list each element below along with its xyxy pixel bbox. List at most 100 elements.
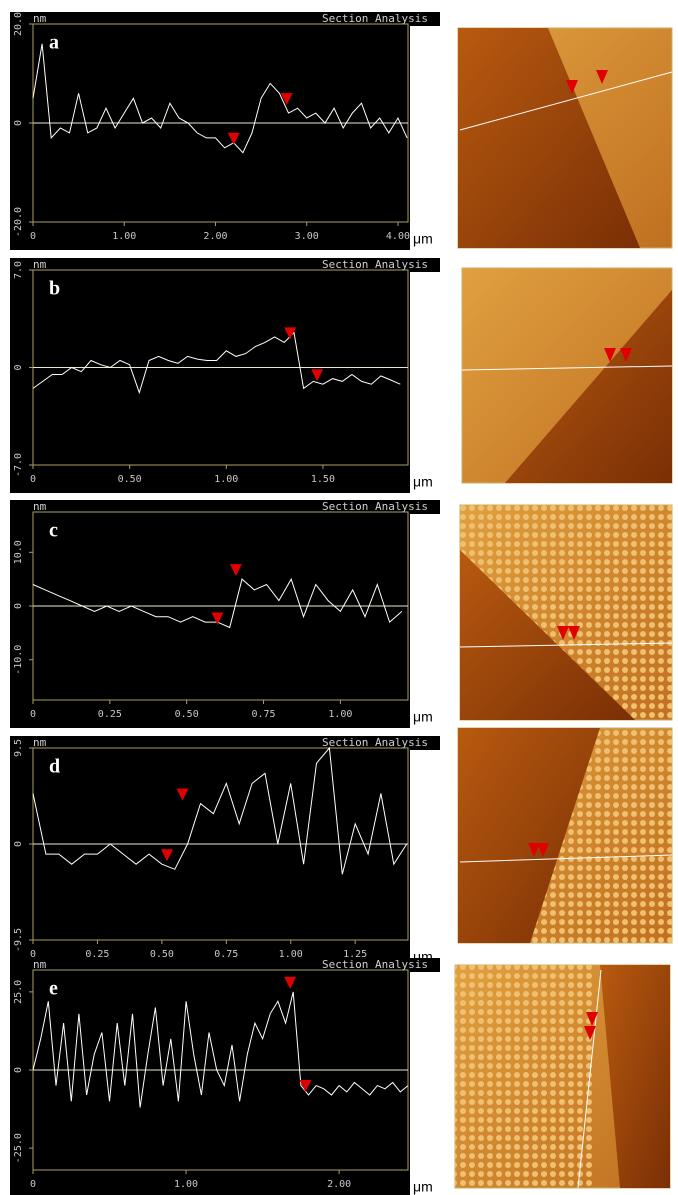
cursor-marker [227,132,240,145]
header-strip [10,258,440,272]
x-tick-label: 1.50 [311,474,335,485]
y-unit: nm [33,258,47,271]
y-unit: nm [33,736,47,749]
x-tick-label: 2.00 [327,1179,351,1190]
cursor [604,348,616,362]
y-tick-label: -9.5 [13,928,24,952]
x-tick-label: 0.25 [98,709,122,720]
profile-line [32,746,408,875]
y-unit: nm [33,958,47,971]
cursor [566,80,578,94]
section-line [459,854,673,863]
cursor-marker [311,369,324,382]
panel-label: a [49,32,59,54]
y-tick-label: 20.0 [13,12,24,36]
cursor-marker [280,93,293,106]
x-tick-label: 4.00 [386,231,410,242]
cursor [596,70,608,84]
cursor [537,843,549,857]
cursor-marker [161,849,174,862]
x-tick-label: 1.00 [328,709,352,720]
panel-label: d [49,756,60,778]
cursor [620,348,632,362]
panel-label: c [49,520,58,542]
x-axis-label: μm [413,709,433,725]
x-tick-label: 0.50 [118,474,142,485]
y-unit: nm [33,12,47,25]
x-tick-label: 3.00 [295,231,319,242]
y-tick-label: -7.0 [13,453,24,477]
profile-line [32,43,408,154]
y-tick-label: -10.0 [13,645,24,675]
x-tick-label: 0 [30,474,36,485]
x-tick-label: 1.25 [343,949,367,960]
afm-grains [455,965,595,1188]
header-strip [10,12,440,26]
afm-region [460,550,635,720]
section-title: Section Analysis [322,736,428,749]
panel: nm Section Analysis b μm -7.0 0 7.0 0 0.50 1.00 1.… [10,258,440,493]
header-strip [10,958,440,972]
cursor-marker [299,1080,312,1092]
panel-background [10,258,410,493]
header-strip [10,500,440,514]
afm-region [600,965,670,1188]
section-title: Section Analysis [322,258,428,271]
x-tick-label: 1.00 [214,474,238,485]
x-tick-label: 0 [30,1179,36,1190]
y-tick-label: 0 [13,841,24,847]
section-line [459,71,673,131]
x-axis-label: μm [413,474,433,490]
x-tick-label: 0.75 [251,709,275,720]
y-tick-label: 10.0 [13,540,24,564]
y-tick-label: 9.5 [13,739,24,757]
afm-region [458,28,640,248]
y-tick-label: 0 [13,603,24,609]
cursor [584,1026,596,1040]
cursor [557,626,569,640]
x-tick-label: 0 [30,231,36,242]
panel-background [10,736,410,968]
x-tick-label: 0 [30,949,36,960]
y-tick-label: 0 [13,364,24,370]
x-tick-label: 0.75 [214,949,238,960]
panel-background [10,958,410,1195]
panel-background [10,12,410,250]
y-unit: nm [33,500,47,513]
cursor [586,1012,598,1026]
x-tick-label: 2.00 [203,231,227,242]
section-title: Section Analysis [322,500,428,513]
panel: nm Section Analysis c μm -10.0 0 10.0 0 0.25 0.50… [10,500,440,728]
x-tick-label: 0 [30,709,36,720]
section-line [577,969,602,1189]
y-tick-label: 7.0 [13,261,24,279]
section-title: Section Analysis [322,12,428,25]
panel: nm Section Analysis a μm -20.0 0 20.0 0 1.00 2.00… [10,12,440,250]
cursor [528,843,540,857]
x-tick-label: 0.50 [150,949,174,960]
x-tick-label: 1.00 [174,1179,198,1190]
x-tick-label: 0.25 [85,949,109,960]
y-tick-label: -20.0 [13,207,24,237]
y-tick-label: 25.0 [13,980,24,1004]
section-line [461,365,673,371]
header-strip [10,736,440,750]
section-line [459,642,673,648]
profile-line [32,991,409,1108]
x-tick-label: 1.00 [112,231,136,242]
x-tick-label: 1.00 [279,949,303,960]
cursor-marker [176,788,189,801]
cursor-marker [284,976,297,989]
x-tick-label: 0.50 [175,709,199,720]
afm-region [505,290,672,483]
section-title: Section Analysis [322,958,428,971]
x-axis-label: μm [413,1179,433,1195]
cursor-marker [284,327,297,340]
cursor-marker [211,612,224,625]
afm-images [454,27,673,1189]
panel-label: b [49,278,60,300]
panel: nm Section Analysis e μm -25.0 0 25.0 0 1.00 2.00 [10,958,440,1195]
